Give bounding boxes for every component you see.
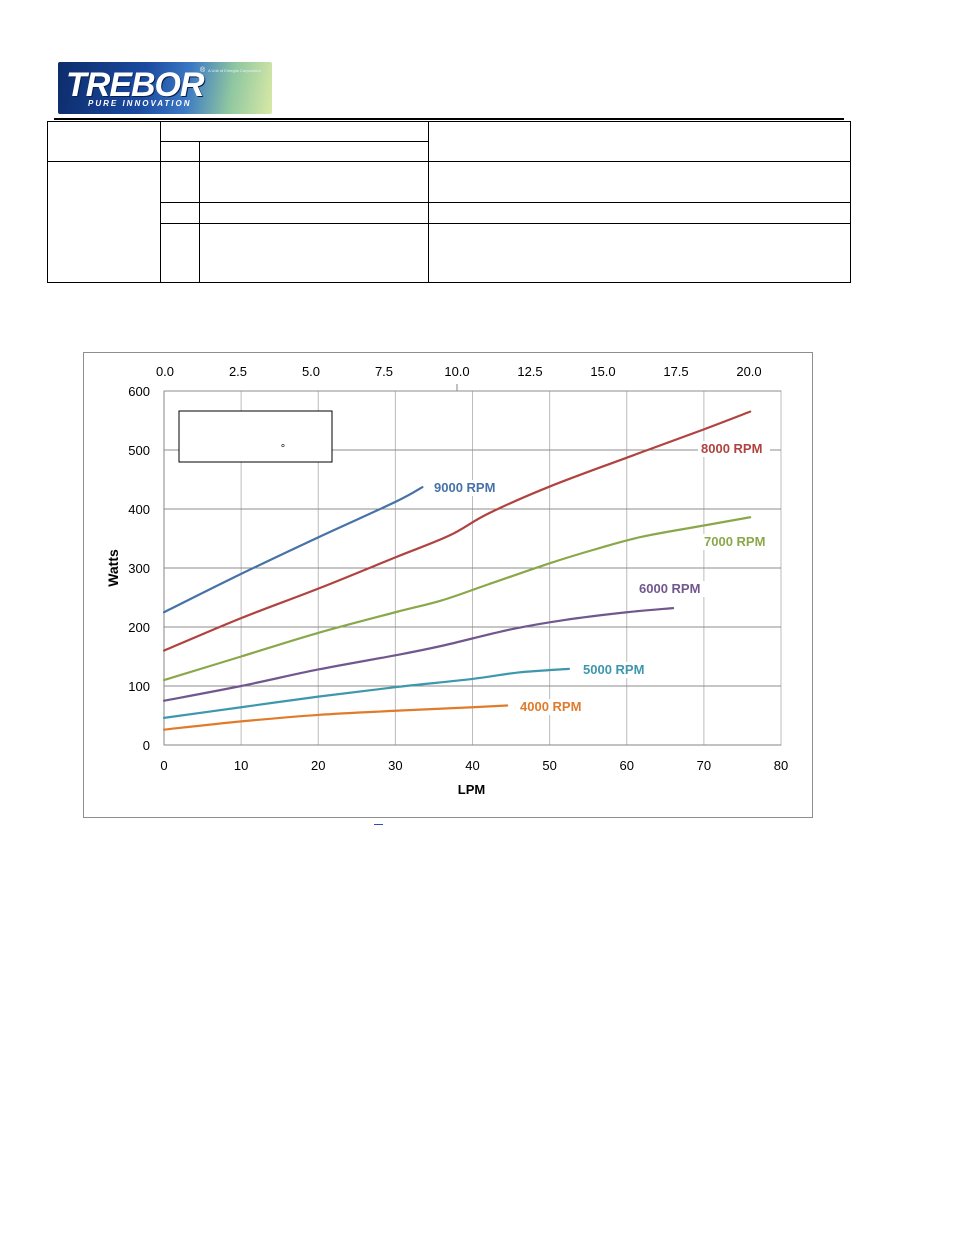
series-label-4000-rpm: 4000 RPM	[520, 699, 581, 714]
logo-tagline: PURE INNOVATION	[88, 99, 192, 108]
x-tick-label: 60	[620, 758, 634, 773]
chart-legend-box: °	[178, 410, 333, 463]
secondary-x-tick-label: 10.0	[444, 364, 469, 379]
secondary-x-tick-label: 7.5	[375, 364, 393, 379]
secondary-x-tick-label: 17.5	[663, 364, 688, 379]
series-line-5000-rpm	[162, 667, 571, 719]
chart-series-labels: 9000 RPM 8000 RPM 7000 RPM 6000 RPM 5000 RPM…	[431, 441, 773, 715]
secondary-x-tick-label: 5.0	[302, 364, 320, 379]
logo-small-text: A Unit of Entegris Corporation	[208, 68, 261, 73]
y-axis-title: Watts	[105, 549, 121, 587]
chart-series	[162, 410, 752, 731]
series-line-4000-rpm	[162, 704, 509, 731]
series-label-5000-rpm: 5000 RPM	[583, 662, 644, 677]
legend-box-text: °	[281, 443, 285, 455]
header-rule	[54, 118, 844, 120]
series-line-6000-rpm	[162, 607, 675, 702]
series-line-8000-rpm	[162, 410, 752, 652]
series-label-9000-rpm: 9000 RPM	[434, 480, 495, 495]
series-label-background	[636, 581, 708, 597]
chart-frame	[83, 352, 813, 818]
legend-box	[178, 410, 333, 463]
y-tick-label: 0	[143, 738, 150, 753]
series-line-9000-rpm	[162, 486, 424, 614]
series-label-background	[698, 441, 770, 457]
x-tick-label: 30	[388, 758, 402, 773]
x-tick-label: 50	[542, 758, 556, 773]
y-tick-label: 500	[128, 443, 150, 458]
series-label-background	[701, 534, 773, 550]
y-tick-label: 300	[128, 561, 150, 576]
y-tick-label: 100	[128, 679, 150, 694]
series-line-7000-rpm	[162, 516, 752, 682]
x-tick-label: 80	[774, 758, 788, 773]
y-tick-label: 200	[128, 620, 150, 635]
series-label-8000-rpm: 8000 RPM	[701, 441, 762, 456]
logo-registered-mark: ®	[200, 67, 206, 74]
x-tick-label: 20	[311, 758, 325, 773]
y-tick-label: 400	[128, 502, 150, 517]
table-cell	[428, 223, 851, 283]
y-tick-label: 600	[128, 384, 150, 399]
x-tick-label: 0	[160, 758, 167, 773]
x-tick-label: 10	[234, 758, 248, 773]
secondary-x-tick-label: 12.5	[517, 364, 542, 379]
logo-background	[58, 62, 272, 114]
secondary-x-tick-label: 0.0	[156, 364, 174, 379]
series-label-background	[580, 662, 652, 678]
x-tick-label: 40	[465, 758, 479, 773]
secondary-x-tick-label: 2.5	[229, 364, 247, 379]
trebor-logo: TREBOR ® A Unit of Entegris Corporation …	[58, 62, 272, 114]
logo-wordmark: TREBOR	[66, 66, 205, 104]
chart-axes: 0 10 20 30 40 50 60 70 80 0 100 200 300 400 500 600 0.0 2…	[105, 364, 788, 797]
secondary-x-tick-label: 15.0	[590, 364, 615, 379]
x-tick-label: 70	[697, 758, 711, 773]
series-label-background	[517, 699, 589, 715]
x-axis-title: LPM	[458, 782, 485, 797]
secondary-x-tick-label: 20.0	[736, 364, 761, 379]
series-label-background	[431, 480, 503, 496]
hyperlink-underline[interactable]	[374, 824, 383, 825]
series-label-6000-rpm: 6000 RPM	[639, 581, 700, 596]
series-label-7000-rpm: 7000 RPM	[704, 534, 765, 549]
